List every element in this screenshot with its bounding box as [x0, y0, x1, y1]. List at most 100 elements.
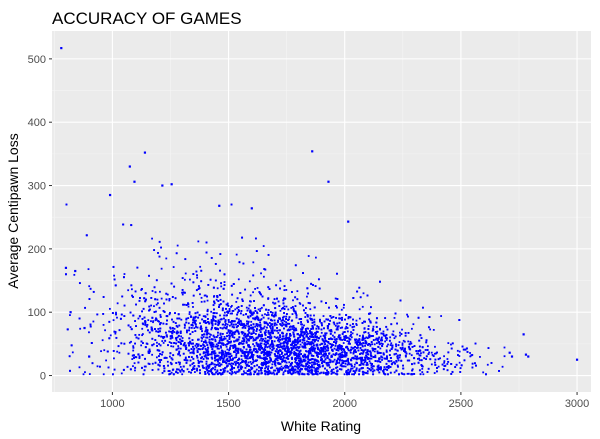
- data-point: [218, 347, 220, 350]
- data-point: [310, 368, 313, 371]
- data-point: [274, 364, 277, 367]
- data-point: [241, 324, 244, 326]
- data-point: [239, 312, 242, 315]
- data-point: [306, 314, 309, 317]
- data-point: [131, 358, 134, 360]
- data-point: [138, 355, 141, 358]
- data-point: [173, 331, 176, 333]
- data-point: [277, 337, 280, 340]
- data-point: [165, 298, 168, 301]
- data-point: [134, 290, 137, 293]
- data-point: [374, 331, 377, 333]
- data-point: [199, 348, 202, 351]
- data-point: [308, 362, 311, 365]
- data-point: [193, 321, 195, 324]
- data-point: [286, 364, 289, 367]
- data-point: [298, 353, 301, 356]
- data-point: [229, 329, 231, 332]
- data-point: [274, 314, 277, 317]
- data-point: [254, 350, 257, 353]
- data-point: [311, 348, 314, 351]
- data-point: [312, 342, 315, 345]
- data-point: [148, 363, 151, 365]
- data-point: [167, 344, 169, 347]
- data-point: [269, 347, 272, 350]
- data-point: [226, 302, 229, 305]
- data-point: [216, 369, 219, 372]
- data-point: [217, 331, 219, 334]
- data-point: [233, 351, 236, 353]
- data-point: [201, 330, 203, 333]
- data-point: [217, 328, 220, 331]
- data-point: [399, 347, 402, 349]
- data-point: [389, 371, 392, 374]
- data-point: [215, 343, 218, 346]
- data-point: [354, 357, 357, 360]
- data-point: [288, 322, 291, 325]
- data-point: [241, 349, 244, 352]
- data-point: [288, 329, 291, 332]
- data-point: [304, 359, 307, 362]
- data-point: [241, 298, 244, 301]
- data-point: [313, 340, 316, 343]
- data-point: [282, 373, 285, 376]
- data-point: [299, 343, 302, 346]
- data-point: [244, 366, 247, 369]
- data-point: [185, 321, 188, 324]
- data-point: [147, 319, 150, 322]
- data-point: [443, 355, 445, 358]
- data-point: [219, 269, 221, 272]
- data-point: [195, 346, 198, 349]
- data-point: [191, 302, 194, 304]
- data-point: [305, 364, 308, 367]
- data-point: [265, 351, 268, 354]
- data-point: [108, 307, 111, 310]
- data-point: [113, 274, 116, 277]
- data-point: [179, 330, 182, 333]
- data-point: [362, 359, 365, 362]
- data-point: [207, 284, 210, 286]
- data-point: [169, 361, 172, 364]
- data-point: [298, 302, 301, 304]
- data-point: [219, 333, 222, 336]
- data-point: [108, 320, 111, 323]
- data-point: [433, 352, 436, 355]
- data-point: [282, 299, 285, 302]
- data-point: [196, 311, 199, 314]
- data-point: [245, 372, 248, 375]
- data-point: [346, 323, 349, 325]
- data-point: [441, 363, 444, 366]
- data-point: [244, 288, 247, 291]
- data-point: [214, 352, 217, 355]
- data-point: [447, 351, 450, 354]
- data-point: [339, 364, 342, 367]
- data-point: [161, 340, 164, 342]
- data-point: [358, 308, 361, 311]
- data-point: [250, 353, 253, 356]
- data-point: [267, 323, 269, 326]
- data-point: [384, 337, 387, 339]
- data-point: [358, 338, 361, 340]
- data-point: [309, 317, 312, 320]
- data-point: [358, 342, 361, 345]
- data-point: [316, 335, 318, 338]
- data-point: [272, 301, 274, 304]
- data-point: [207, 352, 209, 355]
- data-point: [290, 351, 293, 354]
- data-point: [242, 262, 245, 265]
- data-point: [123, 273, 126, 275]
- data-point: [202, 320, 205, 323]
- data-point: [462, 348, 465, 351]
- data-point: [211, 357, 214, 360]
- data-point: [89, 325, 92, 328]
- data-point: [224, 324, 227, 327]
- data-point: [177, 368, 180, 371]
- data-point: [102, 373, 105, 376]
- data-point: [238, 318, 240, 321]
- data-point: [286, 322, 289, 325]
- data-point: [202, 343, 205, 346]
- data-point: [382, 330, 385, 333]
- data-point: [288, 338, 290, 341]
- data-point: [349, 324, 352, 327]
- data-point: [277, 344, 280, 346]
